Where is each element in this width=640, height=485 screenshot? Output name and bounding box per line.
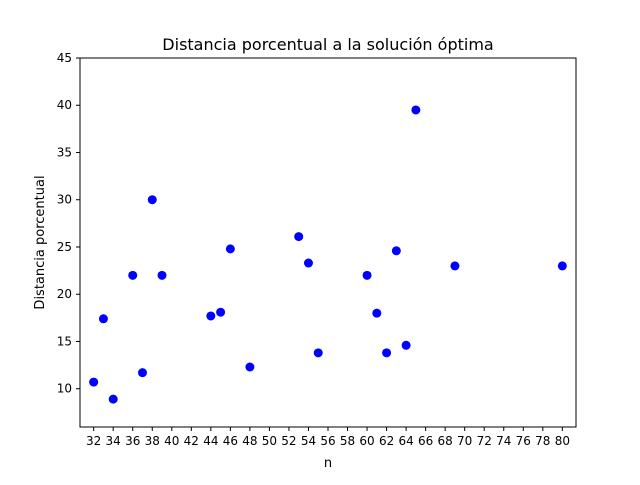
data-point [147,195,157,205]
plot-area [80,58,576,427]
data-point [157,270,167,280]
x-tick-label: 56 [320,434,335,448]
x-tick-label: 34 [106,434,121,448]
data-point [206,311,216,321]
data-point [128,270,138,280]
x-tick-label: 76 [516,434,531,448]
data-point [216,307,226,317]
y-tick-label: 15 [57,334,72,348]
data-points [89,105,567,404]
x-tick-label: 40 [164,434,179,448]
data-point [401,340,411,350]
data-point [137,368,147,378]
data-point [245,362,255,372]
data-point [411,105,421,115]
x-tick-label: 74 [496,434,511,448]
x-tick-label: 36 [125,434,140,448]
x-tick-label: 60 [359,434,374,448]
data-point [303,258,313,268]
data-point [294,232,304,242]
x-tick-label: 66 [418,434,433,448]
data-point [391,246,401,256]
x-tick-label: 46 [223,434,238,448]
y-tick-label: 40 [57,98,72,112]
x-tick-label: 54 [301,434,316,448]
plot-frame [79,57,577,428]
data-point [89,377,99,387]
data-point [362,270,372,280]
x-tick-label: 72 [477,434,492,448]
y-tick-label: 45 [57,51,72,65]
y-tick-label: 35 [57,145,72,159]
data-point [313,348,323,358]
x-tick-label: 80 [555,434,570,448]
x-tick-label: 58 [340,434,355,448]
chart-title: Distancia porcentual a la solución óptim… [162,35,493,54]
data-point [225,244,235,254]
y-tick-label: 30 [57,193,72,207]
x-tick-label: 48 [242,434,257,448]
data-point [450,261,460,271]
x-tick-label: 64 [398,434,413,448]
x-tick-label: 70 [457,434,472,448]
x-axis-label: n [324,456,332,471]
y-tick-label: 20 [57,287,72,301]
data-point [557,261,567,271]
y-tick-label: 25 [57,240,72,254]
data-point [372,308,382,318]
y-axis-label: Distancia porcentual [33,175,48,309]
x-tick-label: 42 [184,434,199,448]
x-axis-ticks: 32 34 36 38 40 42 44 46 48 50 52 54 56 58 60 62 64 66 68 70… [86,427,570,448]
x-tick-label: 32 [86,434,101,448]
x-tick-label: 52 [281,434,296,448]
x-tick-label: 62 [379,434,394,448]
x-tick-label: 50 [262,434,277,448]
x-tick-label: 68 [438,434,453,448]
x-tick-label: 78 [535,434,550,448]
x-tick-label: 38 [145,434,160,448]
x-tick-label: 44 [203,434,218,448]
data-point [108,394,118,404]
data-point [98,314,108,324]
y-axis-ticks: 10 15 20 25 30 35 40 45 [57,51,80,396]
y-tick-label: 10 [57,382,72,396]
data-point [382,348,392,358]
